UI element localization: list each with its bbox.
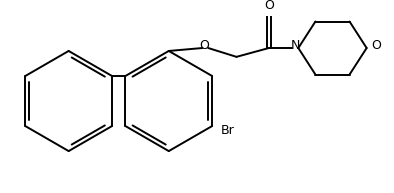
Text: Br: Br (221, 124, 235, 137)
Text: N: N (291, 39, 300, 52)
Text: O: O (264, 0, 274, 12)
Text: O: O (371, 39, 381, 52)
Text: O: O (199, 39, 209, 52)
